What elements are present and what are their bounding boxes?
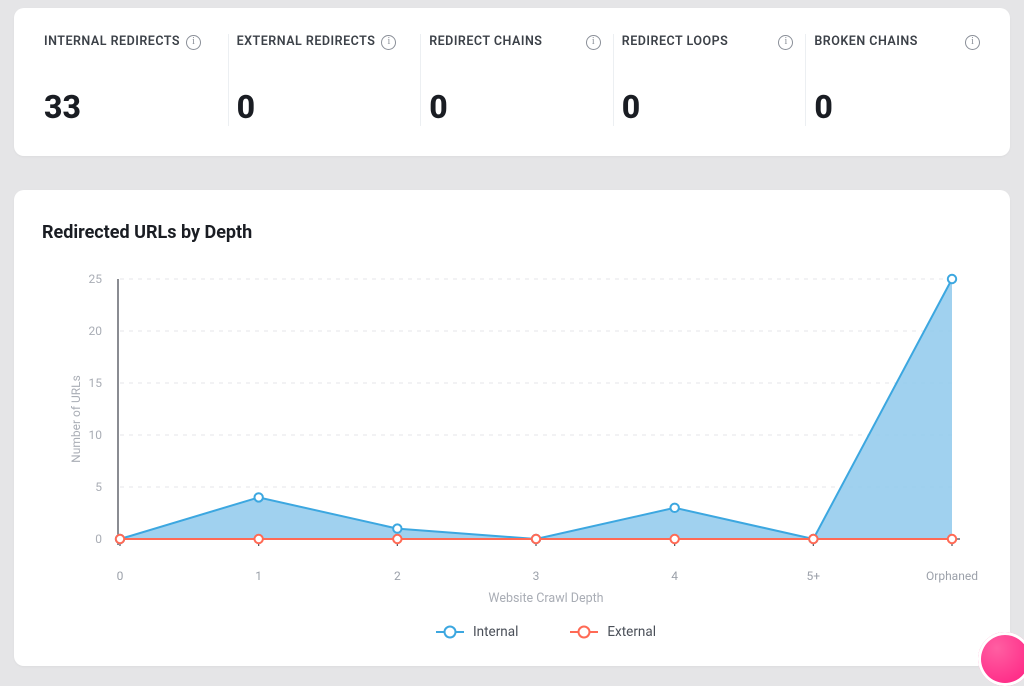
stat-label: REDIRECT LOOPS (622, 34, 728, 51)
chat-avatar-bubble[interactable] (978, 632, 1024, 686)
stats-card: INTERNAL REDIRECTS i 33 EXTERNAL REDIRECTS i… (14, 8, 1010, 156)
info-icon[interactable]: i (586, 35, 601, 50)
x-axis-label: Website Crawl Depth (110, 591, 982, 606)
info-icon[interactable]: i (186, 35, 201, 50)
stat-block: REDIRECT CHAINS i 0 (421, 34, 614, 126)
stat-label: BROKEN CHAINS (814, 34, 917, 51)
legend-item[interactable]: External (570, 624, 656, 640)
chart-legend: Internal External (110, 624, 982, 640)
info-icon[interactable]: i (381, 35, 396, 50)
chart-plot[interactable] (110, 269, 982, 539)
legend-label: External (607, 624, 656, 640)
chart-card: Redirected URLs by Depth Number of URLs … (14, 190, 1010, 666)
x-tick-label: 5+ (807, 569, 821, 583)
stat-block: EXTERNAL REDIRECTS i 0 (229, 34, 422, 126)
info-icon[interactable]: i (778, 35, 793, 50)
x-tick-label: 2 (394, 569, 401, 583)
chart-plot-zone: Number of URLs 0510152025 (42, 269, 982, 569)
stat-label: INTERNAL REDIRECTS (44, 34, 180, 51)
legend-swatch-icon (436, 631, 464, 633)
stat-block: REDIRECT LOOPS i 0 (614, 34, 807, 126)
x-tick-label: 1 (255, 569, 262, 583)
y-axis: 0510152025 (62, 269, 110, 539)
stat-block: BROKEN CHAINS i 0 (806, 34, 980, 126)
legend-swatch-icon (570, 631, 598, 633)
chart-title: Redirected URLs by Depth (42, 222, 982, 243)
stat-value: 0 (237, 88, 403, 126)
x-tick-label: 0 (117, 569, 124, 583)
info-icon[interactable]: i (965, 35, 980, 50)
x-tick-label: 4 (671, 569, 678, 583)
stat-value: 0 (814, 88, 980, 126)
legend-label: Internal (473, 624, 518, 640)
y-tick-label: 0 (95, 532, 102, 546)
stat-value: 0 (622, 88, 788, 126)
x-tick-label: Orphaned (926, 569, 978, 583)
x-axis: 0 1 2 3 4 5+ Orphaned (110, 569, 982, 587)
stat-label: REDIRECT CHAINS (429, 34, 542, 51)
y-tick-label: 20 (89, 324, 103, 338)
y-tick-label: 25 (89, 272, 103, 286)
stat-value: 0 (429, 88, 595, 126)
stat-label: EXTERNAL REDIRECTS (237, 34, 376, 51)
y-tick-label: 15 (89, 376, 103, 390)
legend-item[interactable]: Internal (436, 624, 518, 640)
y-tick-label: 5 (95, 480, 102, 494)
y-tick-label: 10 (89, 428, 103, 442)
stat-block: INTERNAL REDIRECTS i 33 (44, 34, 229, 126)
x-tick-label: 3 (533, 569, 540, 583)
stat-value: 33 (44, 88, 210, 126)
